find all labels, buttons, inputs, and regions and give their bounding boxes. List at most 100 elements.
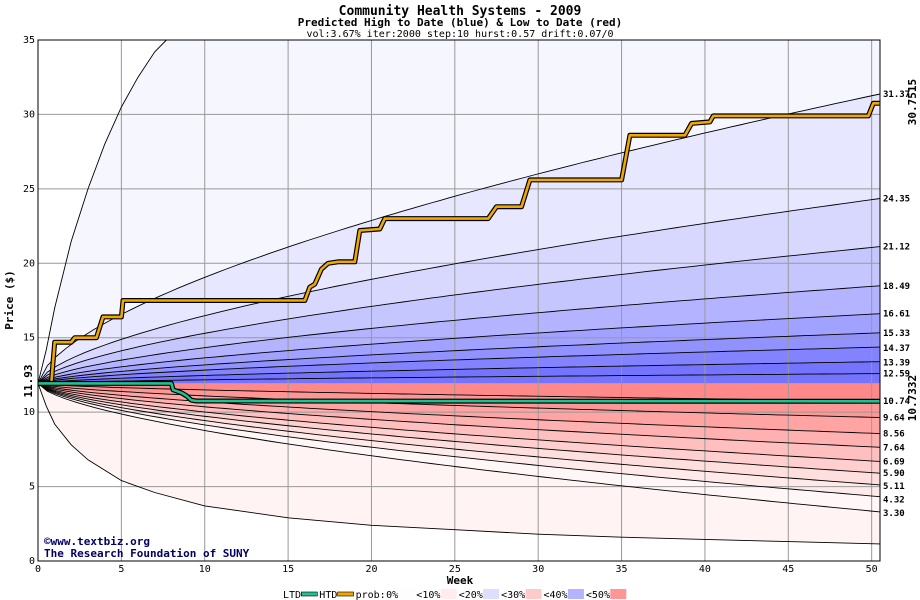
- right-labels: 31.37 24.35 21.12 18.49 16.61 15.33 14.37 13.39…: [883, 90, 911, 519]
- right-label-5.90: 5.90: [883, 469, 905, 479]
- legend-item-3: <30%: [501, 590, 525, 600]
- x-tick-30: 30: [532, 564, 544, 575]
- legend-box-4: [567, 589, 584, 599]
- x-axis-ticks: 0 5 10 15 20 25 30 35 40 45 50: [35, 564, 878, 575]
- percentile-contours: [37, 39, 881, 545]
- right-label-9.64: 9.64: [883, 414, 905, 424]
- contour-high-4: [37, 313, 881, 384]
- data-series: [38, 100, 881, 404]
- legend-prob-label: prob:: [356, 590, 386, 600]
- right-label-18.49: 18.49: [883, 282, 910, 292]
- contour-high-2: [37, 246, 881, 384]
- chart-params: vol:3.67% iter:2000 step:10 hurst:0.57 d…: [306, 29, 613, 40]
- y-tick-15: 15: [23, 333, 35, 344]
- right-label-15.33: 15.33: [883, 329, 910, 339]
- band-high-9: [38, 373, 880, 384]
- band-high-5: [38, 313, 880, 384]
- legend-htd-swatch: [337, 591, 354, 597]
- right-label-21.12: 21.12: [883, 243, 910, 253]
- htd-line: [38, 102, 880, 385]
- band-high-7: [38, 347, 880, 384]
- plot-border: [37, 39, 881, 562]
- band-high-0: [38, 40, 880, 384]
- chart-subtitle: Predicted High to Date (blue) & Low to D…: [298, 16, 623, 29]
- band-high-4: [38, 285, 880, 384]
- legend-item-1: <10%: [416, 590, 440, 600]
- legend-box-5: [610, 589, 627, 599]
- x-tick-35: 35: [616, 564, 628, 575]
- legend-box-1: [440, 589, 457, 599]
- legend-item-2: <20%: [459, 590, 483, 600]
- outer-high-line: [37, 39, 167, 384]
- credit-line-1: www.textbiz.org: [51, 535, 150, 548]
- contour-high-1: [37, 198, 881, 384]
- band-low-3: [38, 383, 880, 448]
- band-low-8: [38, 383, 880, 512]
- x-tick-40: 40: [699, 564, 711, 575]
- legend-box-3: [525, 589, 542, 599]
- right-label-16.61: 16.61: [883, 310, 910, 320]
- x-tick-10: 10: [199, 564, 211, 575]
- contour-high-0: [37, 93, 881, 384]
- legend-htd-label: HTD: [319, 590, 337, 600]
- y-tick-35: 35: [23, 35, 35, 46]
- x-tick-45: 45: [782, 564, 794, 575]
- right-label-3.30: 3.30: [883, 509, 905, 519]
- chart-title: Community Health Systems - 2009: [339, 4, 582, 19]
- legend-item-4: <40%: [544, 590, 568, 600]
- legend-box-0: [398, 589, 415, 599]
- band-high-6: [38, 332, 880, 384]
- right-label-8.56: 8.56: [883, 430, 905, 440]
- contour-low-5: [37, 383, 881, 474]
- contour-low-6: [37, 383, 881, 486]
- credit-line-2: The Research Foundation of SUNY: [44, 547, 250, 560]
- credit-block: ©www.textbiz.org The Research Foundation…: [44, 535, 250, 560]
- x-tick-0: 0: [35, 564, 41, 575]
- x-tick-5: 5: [118, 564, 124, 575]
- x-tick-25: 25: [449, 564, 461, 575]
- band-low-4: [38, 383, 880, 462]
- contour-low-4: [37, 382, 881, 462]
- band-high-1: [38, 94, 880, 384]
- y-tick-5: 5: [29, 482, 35, 493]
- legend-ltd-label: LTD: [283, 590, 301, 600]
- htd-final-label: 30.7515: [906, 79, 919, 125]
- y-tick-10: 10: [23, 407, 35, 418]
- outer-low-line: [37, 383, 881, 545]
- contour-high-5: [37, 332, 881, 384]
- x-tick-15: 15: [282, 564, 294, 575]
- y-tick-25: 25: [23, 184, 35, 195]
- copyright-icon: ©: [44, 535, 51, 548]
- band-low-outer: [38, 383, 880, 544]
- x-axis-label: Week: [447, 574, 474, 587]
- contour-low-1: [37, 382, 881, 418]
- y-tick-0: 0: [29, 556, 35, 567]
- legend: LTD HTD prob: 0% <10% <20% <30% <40% <50%: [283, 589, 627, 600]
- ltd-final-label: 10.7332: [906, 375, 919, 421]
- legend-item-5: <50%: [586, 590, 610, 600]
- right-label-12.59: 12.59: [883, 370, 910, 380]
- right-label-7.64: 7.64: [883, 443, 905, 453]
- ltd-line: [38, 382, 881, 403]
- y-tick-20: 20: [23, 258, 35, 269]
- right-label-10.74: 10.74: [883, 397, 911, 407]
- contour-low-7: [37, 383, 881, 498]
- band-high-8: [38, 361, 880, 384]
- right-label-13.39: 13.39: [883, 359, 910, 369]
- band-high-3: [38, 246, 880, 384]
- x-tick-20: 20: [365, 564, 377, 575]
- band-low-6: [38, 383, 880, 485]
- right-label-24.35: 24.35: [883, 195, 910, 205]
- band-low-2: [38, 383, 880, 434]
- legend-item-0: 0%: [386, 590, 398, 600]
- x-tick-50: 50: [866, 564, 878, 575]
- band-high-2: [38, 198, 880, 384]
- y-axis-ticks: 0 5 10 15 20 25 30 35: [23, 35, 35, 567]
- right-label-5.11: 5.11: [883, 482, 905, 492]
- y-tick-30: 30: [23, 109, 35, 120]
- contour-high-6: [37, 346, 881, 384]
- svg-text:©www.textbiz.org: ©www.textbiz.org: [44, 535, 150, 548]
- legend-ltd-swatch: [300, 591, 318, 597]
- right-label-6.69: 6.69: [883, 457, 905, 467]
